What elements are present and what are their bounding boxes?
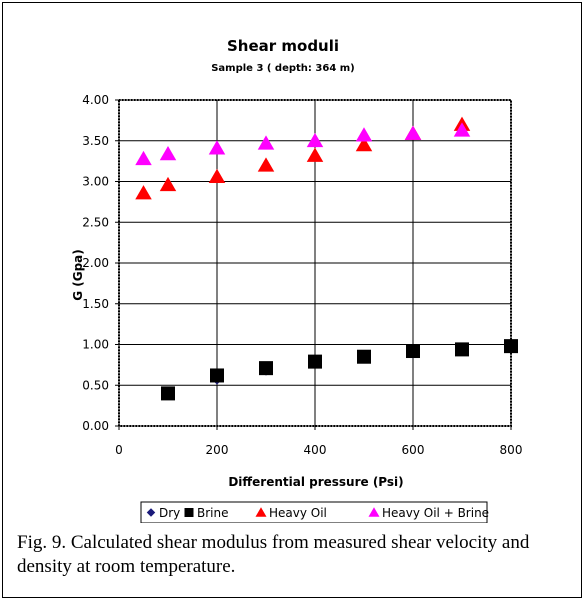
legend-label-heavy-oil-brine: Heavy Oil + Brine [382, 506, 489, 520]
x-tick-label: 600 [402, 443, 425, 457]
heavy-oil-brine-point [306, 132, 324, 148]
y-tick-label: 1.50 [82, 297, 109, 311]
legend-marker-brine [184, 508, 194, 517]
brine-point [455, 342, 469, 357]
x-tick-label: 800 [500, 443, 523, 457]
heavy-oil-point [208, 168, 226, 184]
shear-moduli-chart: Shear moduli Sample 3 ( depth: 364 m) 0.… [71, 37, 522, 523]
legend-label-brine: Brine [197, 506, 229, 520]
heavy-oil-point [135, 185, 152, 200]
chart-subtitle: Sample 3 ( depth: 364 m) [211, 63, 355, 74]
heavy-oil-brine-point [135, 150, 152, 166]
y-tick-label: 3.00 [82, 175, 109, 189]
legend-marker-heavy-oil [255, 507, 267, 517]
y-axis-label: G (Gpa) [71, 249, 85, 301]
heavy-oil-brine-point [208, 140, 226, 155]
plot-border [118, 99, 512, 427]
heavy-oil-point [306, 147, 324, 162]
heavy-oil-brine-point [159, 145, 177, 161]
x-tick-label: 400 [304, 443, 327, 457]
y-tick-label: 2.00 [82, 256, 109, 270]
heavy-oil-point [355, 136, 373, 152]
heavy-oil-brine-point [453, 122, 471, 137]
heavy-oil-point [159, 176, 177, 192]
y-tick-label: 1.00 [82, 338, 109, 352]
x-tick-label: 200 [206, 443, 229, 457]
y-tick-label: 2.50 [82, 215, 109, 229]
y-tick-label: 0.00 [82, 419, 109, 433]
brine-point [210, 368, 224, 383]
legend-label-heavy-oil: Heavy Oil [269, 506, 327, 520]
x-axis-label: Differential pressure (Psi) [228, 475, 403, 489]
brine-point [259, 361, 273, 376]
y-tick-label: 4.00 [82, 93, 109, 107]
heavy-oil-brine-point [404, 125, 422, 140]
brine-point [308, 354, 322, 369]
legend-label-dry: Dry [159, 506, 180, 520]
chart-title: Shear moduli [227, 37, 339, 55]
plot-area: 0.00 0.50 1.00 1.50 2.00 2.50 3.00 3.50 4.00 0 200… [82, 93, 522, 457]
figure-frame: Shear moduli Sample 3 ( depth: 364 m) 0.… [2, 2, 582, 598]
heavy-oil-brine-point [355, 127, 373, 142]
legend-box [140, 501, 488, 523]
brine-point [357, 349, 371, 364]
y-tick-label: 3.50 [82, 134, 109, 148]
brine-point [161, 386, 175, 401]
figure-caption: Fig. 9. Calculated shear modulus from me… [17, 532, 530, 577]
y-tick-label: 0.50 [82, 378, 109, 392]
brine-point [504, 339, 518, 354]
legend-marker-heavy-oil-brine [368, 507, 380, 517]
heavy-oil-point [257, 157, 275, 172]
heavy-oil-brine-point [257, 135, 275, 150]
legend: Dry Brine Heavy Oil Heavy Oil + Brine [140, 501, 489, 523]
legend-marker-dry [146, 508, 156, 517]
x-tick-label: 0 [115, 443, 123, 457]
brine-point [406, 344, 420, 359]
